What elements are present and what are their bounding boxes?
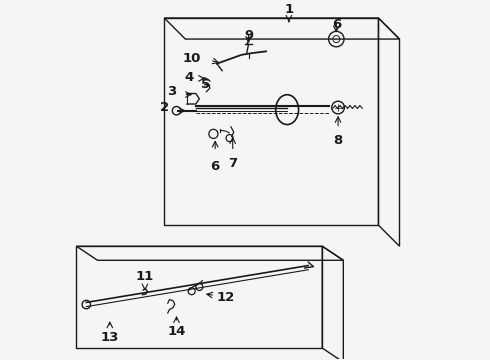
Text: 12: 12: [217, 291, 235, 303]
Text: 3: 3: [167, 85, 176, 98]
Text: 2: 2: [160, 101, 170, 114]
Text: 6: 6: [211, 160, 220, 173]
Text: 9: 9: [244, 28, 253, 41]
Text: 7: 7: [228, 157, 237, 170]
Text: 8: 8: [333, 134, 343, 147]
Text: 10: 10: [183, 52, 201, 65]
Text: 14: 14: [168, 325, 186, 338]
Text: 6: 6: [332, 18, 341, 31]
Text: 5: 5: [201, 78, 210, 91]
Text: 13: 13: [100, 330, 119, 343]
Text: 1: 1: [284, 3, 294, 16]
Text: 11: 11: [136, 270, 154, 283]
Text: 4: 4: [185, 71, 194, 84]
